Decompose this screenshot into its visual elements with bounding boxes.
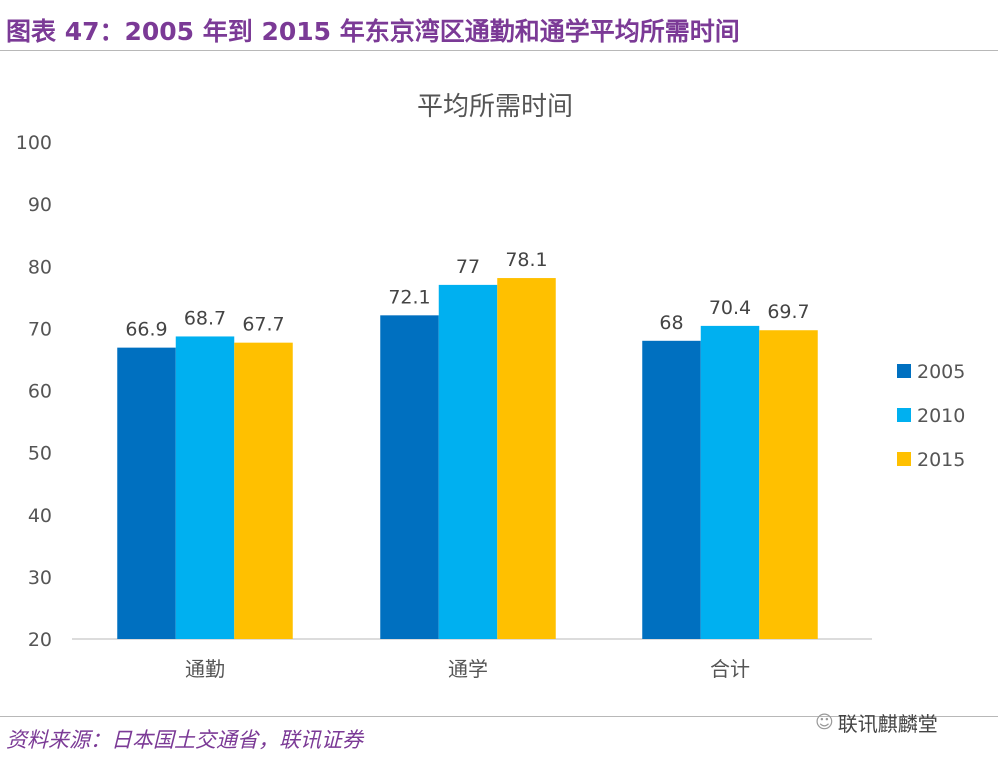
y-tick-label: 40 [28, 505, 52, 527]
y-tick-label: 20 [28, 629, 52, 651]
watermark: ☺ 联讯麒麟堂 [815, 708, 938, 737]
legend-swatch-2015 [897, 452, 911, 466]
bar-2005-合计 [642, 340, 701, 639]
y-tick-label: 30 [28, 567, 52, 589]
legend-label: 2015 [917, 449, 965, 471]
legend-swatch-2010 [897, 408, 911, 422]
data-label: 67.7 [242, 314, 284, 336]
watermark-text: 联讯麒麟堂 [837, 712, 938, 736]
header-divider [0, 50, 998, 51]
source-note: 资料来源：日本国土交通省，联讯证券 [6, 728, 363, 752]
y-tick-label: 50 [28, 443, 52, 465]
bar-2015-通学 [497, 278, 556, 639]
x-tick-label: 通学 [448, 657, 488, 681]
footer-divider [0, 716, 998, 717]
y-tick-label: 90 [28, 194, 52, 216]
figure-header: 图表 47：2005 年到 2015 年东京湾区通勤和通学平均所需时间 [6, 17, 740, 46]
bar-2010-通学 [438, 284, 498, 639]
data-label: 69.7 [767, 301, 809, 323]
y-tick-label: 80 [28, 256, 52, 278]
legend-swatch-2005 [897, 364, 911, 378]
data-label: 77 [456, 256, 480, 278]
data-label: 66.9 [125, 319, 167, 341]
data-label: 70.4 [709, 297, 751, 319]
y-tick-label: 70 [28, 318, 52, 340]
x-tick-label: 通勤 [185, 657, 225, 681]
bar-2015-通勤 [234, 342, 293, 639]
chart-title: 平均所需时间 [417, 92, 573, 122]
x-tick-label: 合计 [710, 657, 750, 681]
bar-2010-通勤 [175, 336, 235, 639]
bar-2010-合计 [700, 325, 760, 639]
data-label: 78.1 [505, 249, 547, 271]
data-label: 68.7 [184, 307, 226, 329]
data-label: 72.1 [388, 286, 430, 308]
bar-2005-通勤 [117, 347, 176, 639]
bar-2005-通学 [380, 315, 439, 639]
y-tick-label: 100 [16, 132, 52, 154]
data-label: 68 [659, 312, 683, 334]
wechat-icon: ☺ [815, 712, 834, 733]
legend-label: 2010 [917, 405, 965, 427]
legend-label: 2005 [917, 361, 965, 383]
bar-2015-合计 [759, 330, 818, 639]
y-tick-label: 60 [28, 381, 52, 403]
